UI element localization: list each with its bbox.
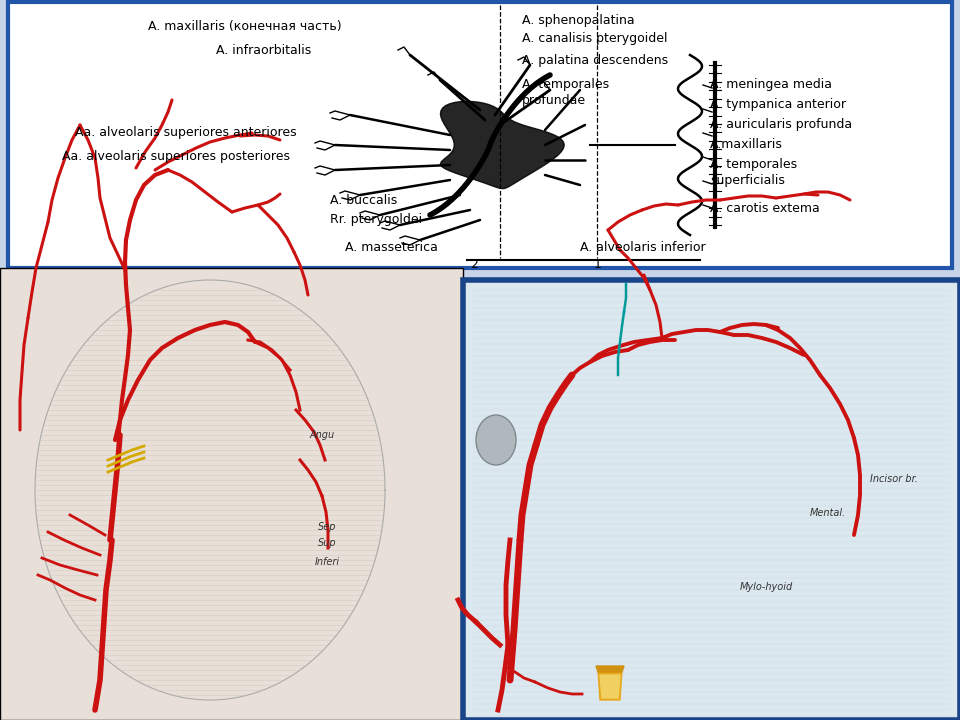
- Text: Sep: Sep: [318, 522, 337, 532]
- Text: A. palatina descendens: A. palatina descendens: [522, 54, 668, 67]
- Text: Mental.: Mental.: [810, 508, 847, 518]
- Bar: [463, 280, 960, 720]
- Text: A. alveolaris inferior: A. alveolaris inferior: [580, 241, 706, 254]
- Text: A. sphenopalatina: A. sphenopalatina: [522, 14, 635, 27]
- Bar: [0, 268, 463, 720]
- Polygon shape: [598, 670, 622, 700]
- Text: A. temporales: A. temporales: [710, 158, 797, 171]
- Text: A. maxillaris (конечная часть): A. maxillaris (конечная часть): [148, 20, 342, 33]
- Ellipse shape: [476, 415, 516, 465]
- Text: A. meningea media: A. meningea media: [710, 78, 832, 91]
- Text: Sup: Sup: [318, 538, 337, 548]
- Text: 2: 2: [470, 258, 478, 271]
- Polygon shape: [441, 102, 564, 189]
- Text: superficialis: superficialis: [710, 174, 785, 187]
- Text: A. temporales: A. temporales: [522, 78, 610, 91]
- Text: A. buccalis: A. buccalis: [330, 194, 397, 207]
- Text: A. infraorbitalis: A. infraorbitalis: [216, 44, 311, 57]
- Text: profundae: profundae: [522, 94, 587, 107]
- Polygon shape: [600, 675, 620, 698]
- Text: 1: 1: [594, 258, 602, 271]
- Text: A. masseterica: A. masseterica: [345, 241, 438, 254]
- Text: Incisor br.: Incisor br.: [870, 474, 918, 484]
- Text: A. auricularis profunda: A. auricularis profunda: [710, 118, 852, 131]
- Text: A. tympanica anterior: A. tympanica anterior: [710, 98, 846, 111]
- Text: Aa. alveolaris superiores posteriores: Aa. alveolaris superiores posteriores: [62, 150, 290, 163]
- Bar: [8, 2, 952, 268]
- Text: Angu: Angu: [310, 430, 335, 440]
- Text: A.maxillaris: A.maxillaris: [710, 138, 782, 151]
- Text: Rr. pterygoldei: Rr. pterygoldei: [330, 213, 422, 226]
- Text: Inferi: Inferi: [315, 557, 340, 567]
- Text: Mylo-hyoid: Mylo-hyoid: [740, 582, 793, 592]
- Polygon shape: [596, 666, 624, 672]
- Text: Aa. alveolaris superiores anteriores: Aa. alveolaris superiores anteriores: [75, 126, 297, 139]
- Text: A. carotis extema: A. carotis extema: [710, 202, 820, 215]
- Text: A. canalisis pterygoidel: A. canalisis pterygoidel: [522, 32, 667, 45]
